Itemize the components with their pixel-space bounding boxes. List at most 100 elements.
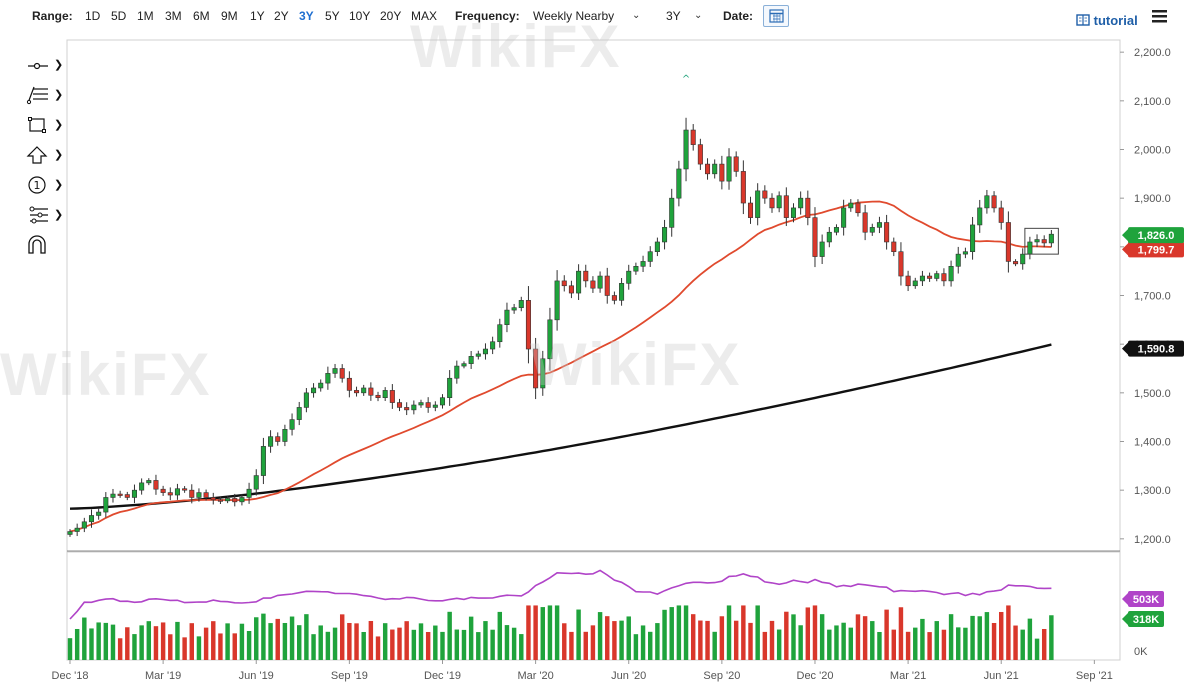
volume-bar (590, 625, 596, 660)
volume-bar (275, 618, 280, 660)
volume-bar (125, 627, 130, 660)
range-5y-button[interactable]: 5Y (325, 9, 340, 23)
volume-bar (218, 633, 223, 660)
volume-bar (891, 629, 896, 660)
magnet-tool-button[interactable] (24, 234, 64, 256)
candle-up (318, 382, 324, 389)
chevron-down-icon[interactable]: ⌄ (632, 10, 641, 21)
volume-bar (991, 622, 997, 660)
volume-bar (1006, 605, 1011, 660)
shape-tool-button[interactable]: ❯ (24, 114, 64, 136)
line-tool-button[interactable]: ❯ (24, 54, 64, 76)
chevron-right-icon: ❯ (54, 119, 64, 131)
annotation-tool-button[interactable]: 1 ❯ (24, 174, 64, 196)
volume-bar (855, 614, 861, 660)
candle-down (733, 156, 739, 172)
volume-bar (347, 622, 352, 660)
volume-bar (1027, 618, 1033, 660)
candle-down (604, 275, 610, 296)
candle-up (647, 251, 653, 262)
arrow-tool-button[interactable]: ❯ (24, 144, 64, 166)
volume-bar (261, 613, 266, 660)
candle-down (368, 387, 374, 396)
volume-bar (476, 632, 481, 660)
volume-bar (490, 629, 495, 660)
candle-up (146, 480, 152, 484)
volume-bar (390, 629, 395, 660)
volume-bar (741, 605, 746, 660)
candle-up (576, 270, 582, 294)
volume-bar (1049, 615, 1054, 660)
range-1m-button[interactable]: 1M (137, 9, 154, 23)
volume-bar (461, 629, 467, 660)
volume-bar (705, 620, 710, 660)
chevron-down-icon[interactable]: ⌄ (694, 10, 703, 21)
candle-down (805, 197, 811, 218)
volume-bar (110, 624, 116, 660)
candle-up (418, 402, 424, 406)
volume-bar (117, 638, 123, 660)
volume-bar (103, 622, 109, 660)
volume-bar (812, 605, 818, 660)
range-3m-button[interactable]: 3M (165, 9, 182, 23)
period-select[interactable]: 3Y (666, 9, 681, 23)
measure-tool-button[interactable]: ❯ (24, 204, 64, 226)
candle-down (533, 348, 539, 389)
volume-bar (798, 625, 803, 660)
candle-down (525, 300, 531, 350)
volume-bar (562, 623, 567, 660)
candle-up (977, 207, 983, 226)
volume-bar (626, 616, 631, 660)
candle-down (568, 285, 574, 294)
range-3y-button[interactable]: 3Y (299, 9, 314, 23)
candle-up (984, 195, 990, 209)
volume-bar (547, 605, 553, 660)
volume-bar (669, 607, 674, 660)
volume-bar (970, 615, 975, 660)
price-axis-label: 1,200.0 (1134, 534, 1171, 546)
frequency-select[interactable]: Weekly Nearby (533, 9, 615, 23)
candle-up (948, 265, 954, 282)
hamburger-menu-icon[interactable] (1152, 9, 1167, 23)
range-9m-button[interactable]: 9M (221, 9, 238, 23)
tutorial-link[interactable]: tutorial (1076, 13, 1138, 28)
volume-bar (289, 616, 295, 660)
fibonacci-tool-button[interactable]: ❯ (24, 84, 64, 106)
volume-bar (304, 614, 309, 660)
range-1y-button[interactable]: 1Y (250, 9, 265, 23)
candle-down (884, 222, 890, 243)
volume-bar (318, 625, 323, 660)
candle-up (755, 190, 761, 218)
candle-down (339, 368, 345, 379)
range-1d-button[interactable]: 1D (85, 9, 101, 23)
candle-down (153, 480, 159, 490)
candle-up (260, 446, 266, 476)
volume-bar (540, 607, 545, 660)
candle-up (81, 521, 87, 529)
range-6m-button[interactable]: 6M (193, 9, 210, 23)
volume-bar (203, 627, 209, 660)
candle-up (955, 253, 961, 267)
candle-up (482, 348, 488, 355)
range-20y-button[interactable]: 20Y (380, 9, 402, 23)
volume-bar (67, 638, 73, 660)
volume-bar (418, 623, 424, 660)
magnet-icon (28, 235, 46, 254)
range-max-button[interactable]: MAX (411, 9, 438, 23)
range-5d-button[interactable]: 5D (111, 9, 127, 23)
volume-bar (153, 626, 159, 660)
last-price-tag: 1,826.0 (1138, 230, 1175, 242)
volume-bar (862, 616, 868, 660)
candle-down (590, 280, 596, 289)
volume-bar (999, 611, 1004, 660)
candle-up (869, 227, 875, 233)
range-10y-button[interactable]: 10Y (349, 9, 371, 23)
volume-bar (733, 620, 739, 660)
candle-up (518, 300, 524, 308)
tutorial-label: tutorial (1093, 13, 1138, 28)
range-2y-button[interactable]: 2Y (274, 9, 289, 23)
date-picker-button[interactable] (763, 5, 789, 27)
candle-up (1034, 239, 1040, 243)
volume-bar (375, 636, 381, 660)
